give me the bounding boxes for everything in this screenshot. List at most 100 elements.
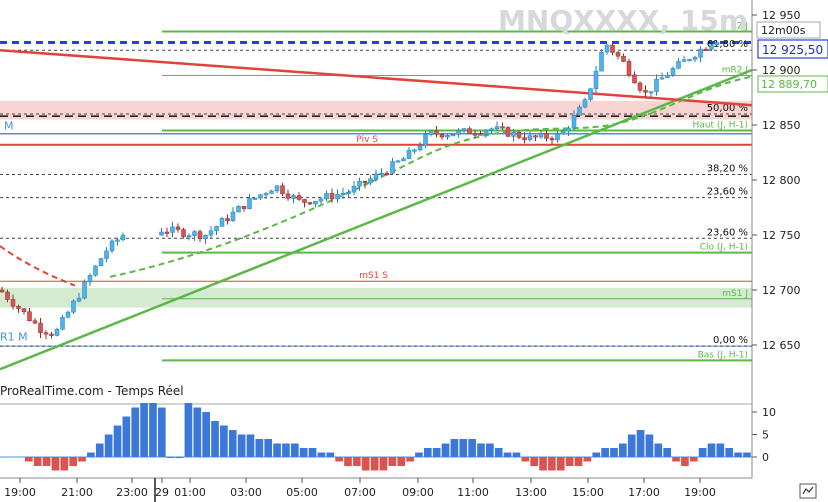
hist-bar (299, 448, 308, 457)
candle-body (16, 305, 21, 309)
x-tick-label: 21:00 (61, 486, 93, 499)
candle-body (676, 61, 681, 69)
candle-body (533, 135, 538, 138)
candle-body (439, 134, 445, 138)
hist-bar (353, 457, 361, 466)
candle-body (670, 68, 676, 76)
candle-body (346, 191, 351, 194)
settings-icon[interactable] (799, 483, 817, 499)
hist-bar (255, 439, 264, 457)
hist-bar (166, 457, 175, 458)
x-tick-label: 09:00 (402, 486, 434, 499)
candle-body (329, 193, 335, 200)
candle-body (175, 226, 181, 230)
x-tick-label: 13:00 (515, 486, 547, 499)
candle-body (225, 218, 230, 221)
candle-body (159, 231, 164, 236)
hist-bar (397, 457, 406, 466)
y-tick-label: 12 900 (762, 64, 801, 77)
hist-bar (211, 421, 219, 457)
hist-y-tick-label: 0 (762, 451, 769, 464)
candle-body (450, 134, 456, 137)
candle-body (5, 291, 10, 300)
candle-body (654, 78, 659, 92)
candle-body (494, 126, 500, 129)
candle-body (98, 258, 104, 267)
hist-bar (716, 443, 725, 457)
candle-body (560, 130, 566, 135)
candle-body (621, 55, 626, 62)
hist-bar (610, 448, 618, 457)
hist-bar (636, 430, 645, 457)
time-tag: 12m00s (756, 21, 821, 39)
candle-body (21, 308, 27, 312)
candle-body (593, 70, 599, 89)
price-tag-text: 12 925,50 (762, 43, 823, 57)
price-tag: 12 925,50 (757, 39, 828, 59)
candle-body (318, 198, 324, 202)
support-zone (0, 287, 752, 308)
candle-body (38, 322, 43, 333)
candle-body (335, 193, 340, 200)
hist-bar (104, 434, 113, 457)
hist-bar (698, 448, 707, 457)
candle-body (390, 161, 395, 174)
candle-body (665, 75, 670, 78)
hist-bar (432, 448, 441, 457)
x-tick-label: 07:00 (344, 486, 376, 499)
candle-body (445, 135, 450, 138)
hist-bar (370, 457, 379, 471)
x-tick-label: 19:00 (684, 486, 716, 499)
hist-bar (548, 457, 556, 471)
candle-body (362, 181, 368, 184)
candle-body (357, 181, 362, 187)
hist-bar (743, 452, 751, 457)
candle-body (626, 61, 632, 76)
candle-body (340, 192, 346, 195)
hist-bar (379, 457, 388, 471)
hist-bar (78, 457, 86, 462)
y-tick-label: 12 950 (762, 9, 801, 22)
candle-body (76, 297, 82, 302)
candle-body (10, 299, 16, 307)
candle-body (461, 128, 467, 131)
candle-body (247, 198, 252, 209)
candle-body (170, 226, 175, 233)
hist-bar (441, 443, 450, 457)
candle-body (0, 289, 5, 293)
candle-body (32, 320, 38, 324)
hist-bar (51, 457, 60, 471)
ma-red-dashed (0, 245, 76, 287)
candle-body (373, 173, 379, 180)
candle-body (516, 131, 522, 138)
x-tick-label: 05:00 (286, 486, 318, 499)
candle-body (659, 77, 665, 80)
hist-bar (184, 403, 193, 457)
y-tick-label: 12 650 (762, 339, 801, 352)
price-axis: 12 950 12 900 12 850 12 800 12 750 12 700 12 6… (751, 0, 801, 478)
hist-bar (592, 452, 601, 457)
candle-body (197, 231, 203, 239)
candle-body (538, 133, 544, 138)
candle-body (49, 333, 54, 336)
hist-bar (450, 439, 459, 457)
hist-bar (512, 452, 521, 457)
candle-body (192, 231, 197, 236)
candle-body (285, 193, 291, 199)
time-tag-text: 12m00s (761, 24, 806, 37)
trend-up-line (0, 68, 753, 371)
candle-body (610, 44, 615, 53)
ma-green-dashed (109, 75, 753, 278)
hist-bar (344, 457, 352, 466)
candle-body (549, 138, 555, 141)
hist-bar (33, 457, 42, 466)
candle-body (555, 133, 560, 141)
level-label-8: 23,60 % (707, 227, 748, 238)
level-label-13: Bas (J, H-1) (698, 350, 748, 360)
candle-body (698, 48, 703, 58)
candle-body (648, 91, 654, 94)
hist-bar (494, 448, 503, 457)
candle-body (566, 127, 571, 132)
candle-body (472, 133, 478, 136)
